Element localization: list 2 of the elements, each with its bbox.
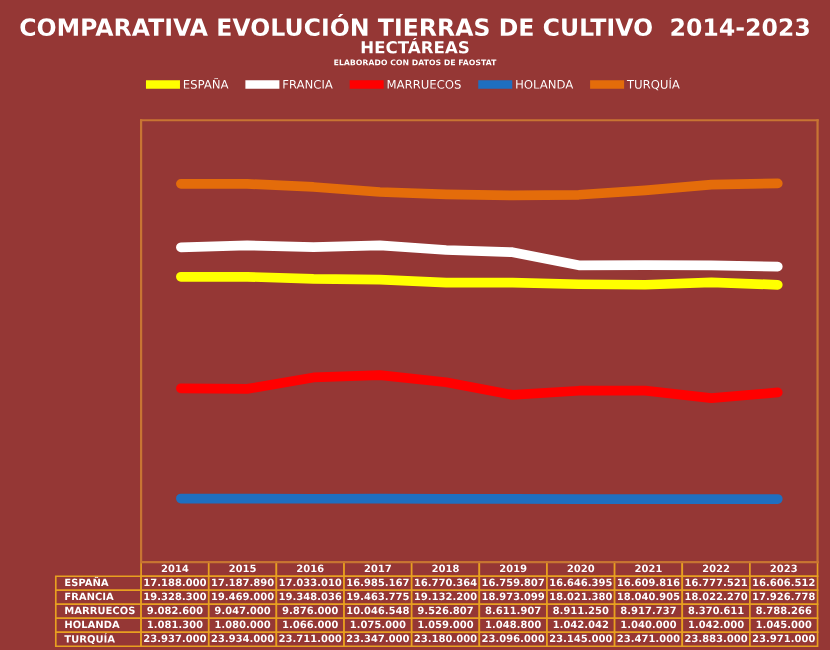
chart-subtitle: HECTÁREAS bbox=[361, 37, 469, 54]
chart-title: COMPARATIVA EVOLUCIÓN TIERRAS DE CULTIVO 2014-2023 bbox=[20, 13, 809, 37]
